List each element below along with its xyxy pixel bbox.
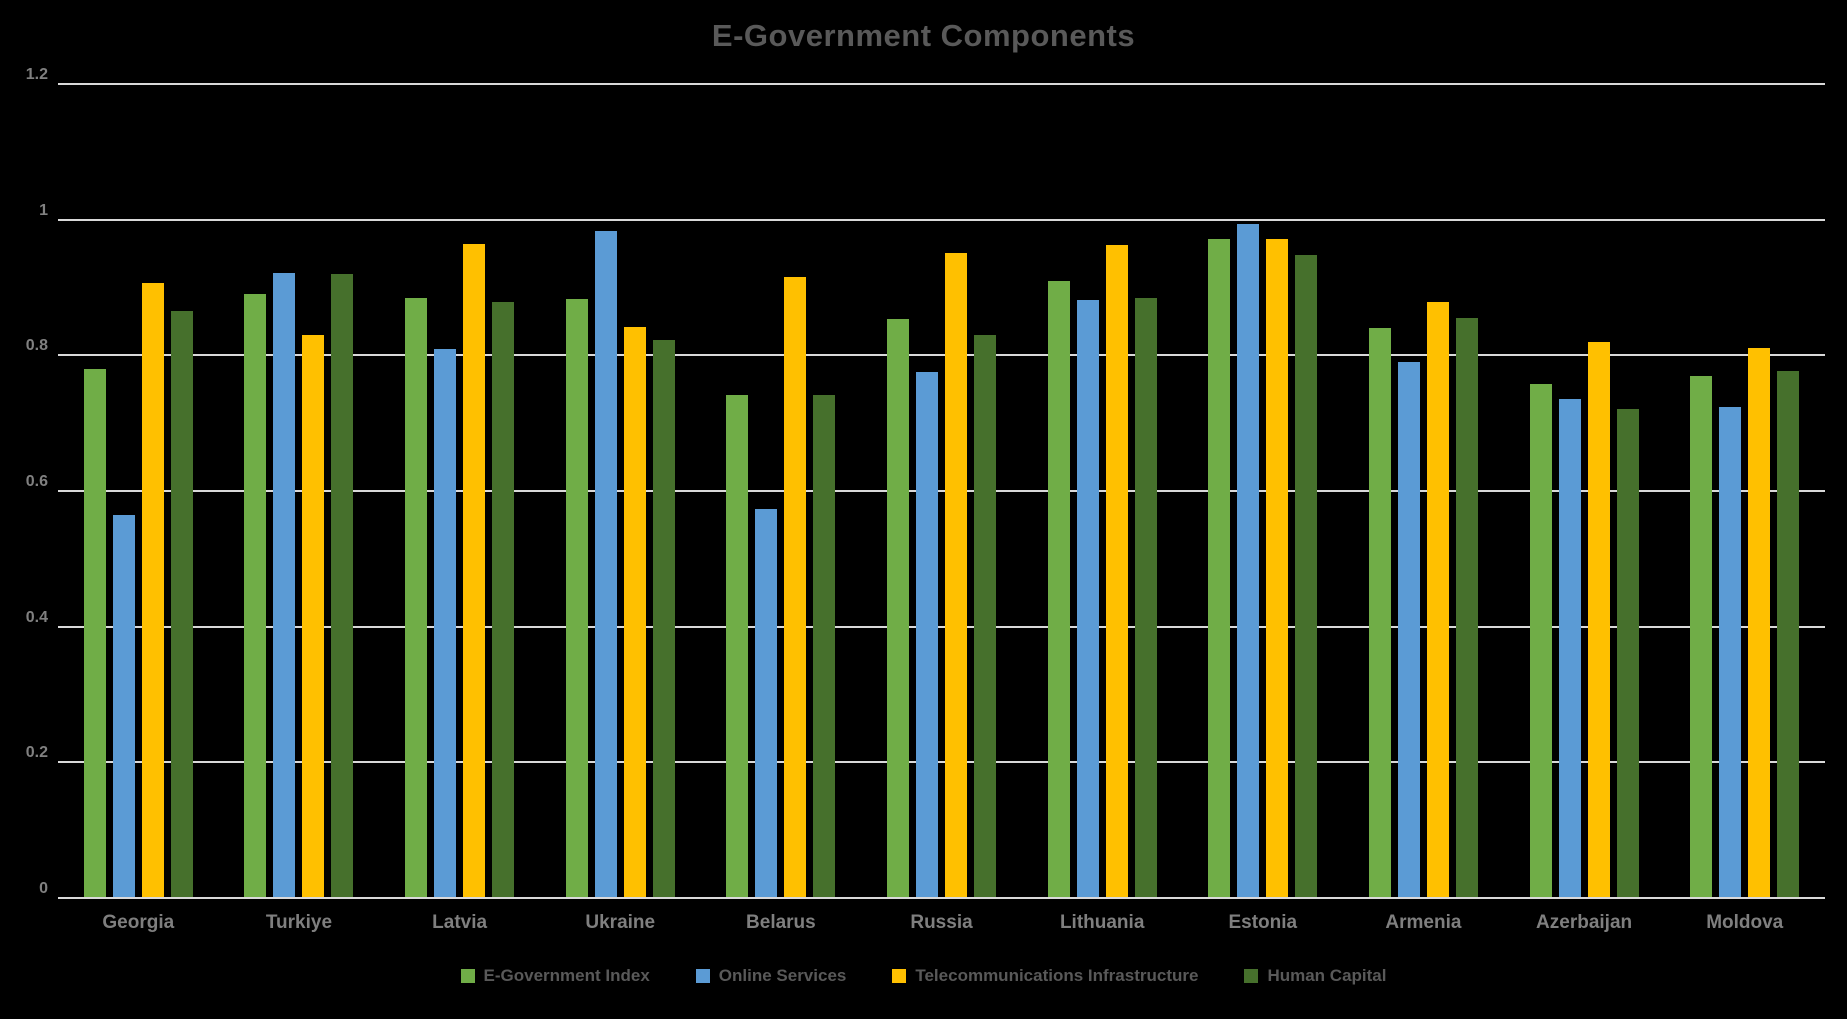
gridline-1 <box>58 218 1825 221</box>
bar-turkiye-e-government-index <box>244 293 267 898</box>
x-label-moldova: Moldova <box>1706 912 1784 933</box>
legend-swatch-icon <box>892 969 907 983</box>
bars-row <box>58 84 1825 898</box>
bar-group-armenia <box>1343 84 1504 898</box>
bar-georgia-e-government-index <box>83 368 106 898</box>
bar-turkiye-telecommunications-infrastructure <box>302 334 325 898</box>
bar-group-lithuania <box>1022 84 1183 898</box>
legend-item-telecommunications-infrastructure: Telecommunications Infrastructure <box>892 966 1198 986</box>
legend-swatch-icon <box>460 969 475 983</box>
bar-group-latvia <box>379 84 540 898</box>
legend-swatch-icon <box>1244 969 1259 983</box>
x-label-azerbaijan: Azerbaijan <box>1536 912 1633 933</box>
bar-azerbaijan-online-services <box>1558 398 1581 898</box>
x-label-belarus: Belarus <box>746 912 816 933</box>
x-axis-line <box>58 897 1825 899</box>
gridline-0.2 <box>58 761 1825 764</box>
bar-group-estonia <box>1182 84 1343 898</box>
legend: E-Government Index Online Services Telecom… <box>0 966 1847 986</box>
legend-label: Telecommunications Infrastructure <box>915 966 1199 985</box>
bar-azerbaijan-e-government-index <box>1529 383 1552 898</box>
bar-belarus-telecommunications-infrastructure <box>784 277 807 898</box>
bar-russia-online-services <box>916 371 939 898</box>
x-label-lithuania: Lithuania <box>1059 912 1145 933</box>
x-label-georgia: Georgia <box>102 912 175 933</box>
bar-turkiye-online-services <box>273 273 296 898</box>
bar-lithuania-online-services <box>1076 299 1099 898</box>
bar-group-belarus <box>701 84 862 898</box>
bar-moldova-human-capital <box>1777 370 1800 898</box>
bar-estonia-e-government-index <box>1208 238 1231 898</box>
y-tick-label-1: 1 <box>39 201 48 219</box>
bar-lithuania-telecommunications-infrastructure <box>1105 244 1128 898</box>
legend-label: Human Capital <box>1267 966 1387 985</box>
gridline-0.6 <box>58 490 1825 492</box>
bar-moldova-e-government-index <box>1690 375 1713 898</box>
bar-ukraine-telecommunications-infrastructure <box>623 326 646 898</box>
bar-estonia-telecommunications-infrastructure <box>1266 238 1289 898</box>
x-label-armenia: Armenia <box>1385 912 1462 933</box>
bar-lithuania-human-capital <box>1134 297 1157 898</box>
bar-group-georgia <box>58 84 219 898</box>
x-label-russia: Russia <box>910 912 973 933</box>
bar-latvia-e-government-index <box>405 298 428 898</box>
legend-item-human-capital: Human Capital <box>1244 966 1386 986</box>
bar-ukraine-online-services <box>594 230 617 898</box>
x-label-turkiye: Turkiye <box>265 912 333 933</box>
bar-group-moldova <box>1664 84 1825 898</box>
y-tick-label-0.4: 0.4 <box>25 608 48 626</box>
bar-group-russia <box>861 84 1022 898</box>
legend-item-online-services: Online Services <box>695 966 847 986</box>
bar-moldova-telecommunications-infrastructure <box>1748 347 1771 898</box>
bar-group-turkiye <box>219 84 380 898</box>
x-label-estonia: Estonia <box>1228 912 1298 933</box>
x-label-latvia: Latvia <box>432 912 488 933</box>
bar-armenia-telecommunications-infrastructure <box>1426 302 1449 898</box>
bar-russia-human-capital <box>974 334 997 898</box>
bar-azerbaijan-telecommunications-infrastructure <box>1587 342 1610 898</box>
y-tick-label-0: 0 <box>39 880 48 897</box>
bar-armenia-e-government-index <box>1368 327 1391 898</box>
x-axis-category-labels: Georgia Turkiye Latvia Ukraine Belarus Russia… <box>58 912 1825 934</box>
legend-item-e-government-index: E-Government Index <box>460 966 650 986</box>
y-tick-label-0.2: 0.2 <box>25 744 48 762</box>
legend-label: E-Government Index <box>483 966 650 985</box>
bar-latvia-online-services <box>434 348 457 898</box>
gridline-0.4 <box>58 625 1825 628</box>
legend-swatch-icon <box>695 969 710 983</box>
bar-group-azerbaijan <box>1504 84 1665 898</box>
legend-label: Online Services <box>718 966 847 985</box>
y-tick-label-0.6: 0.6 <box>25 473 48 490</box>
plot-area: 0 0.2 0.4 0.6 0.8 1 1.2 <box>26 66 1825 899</box>
bar-ukraine-e-government-index <box>565 299 588 898</box>
bar-belarus-e-government-index <box>726 394 749 898</box>
bar-russia-telecommunications-infrastructure <box>945 252 968 898</box>
bar-ukraine-human-capital <box>652 339 675 898</box>
bar-lithuania-e-government-index <box>1047 281 1070 898</box>
y-tick-label-0.8: 0.8 <box>25 337 48 355</box>
bar-group-ukraine <box>540 84 701 898</box>
bar-estonia-online-services <box>1237 223 1260 898</box>
bar-belarus-online-services <box>755 508 778 898</box>
bar-armenia-online-services <box>1397 362 1420 898</box>
bar-georgia-telecommunications-infrastructure <box>141 283 164 898</box>
bar-azerbaijan-human-capital <box>1616 408 1639 898</box>
gridline-0.8 <box>58 354 1825 357</box>
bar-georgia-online-services <box>112 514 135 898</box>
bar-turkiye-human-capital <box>331 273 354 898</box>
bar-belarus-human-capital <box>813 395 836 898</box>
chart-title: E-Government Components <box>711 18 1136 53</box>
bar-estonia-human-capital <box>1295 254 1318 898</box>
bar-armenia-human-capital <box>1455 318 1478 898</box>
bar-latvia-human-capital <box>492 301 515 898</box>
bar-latvia-telecommunications-infrastructure <box>463 244 486 898</box>
y-tick-label-1.2: 1.2 <box>25 66 48 83</box>
x-label-ukraine: Ukraine <box>585 912 656 933</box>
bar-russia-e-government-index <box>887 319 910 898</box>
gridline-1.2 <box>58 83 1825 85</box>
bar-georgia-human-capital <box>170 311 193 898</box>
bar-moldova-online-services <box>1719 406 1742 898</box>
